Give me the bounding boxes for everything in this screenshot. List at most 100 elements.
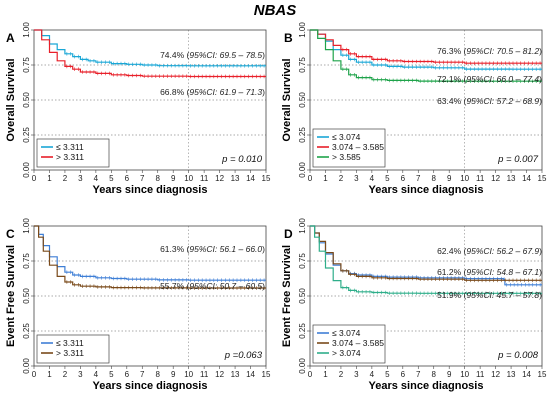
x-tick-label: 11 bbox=[200, 174, 209, 183]
x-tick-label: 9 bbox=[447, 174, 452, 183]
x-tick-label: 13 bbox=[507, 174, 516, 183]
y-tick-label: 1.00 bbox=[22, 22, 31, 38]
legend-entry: ≤ 3.311 bbox=[56, 142, 84, 152]
x-tick-label: 10 bbox=[184, 370, 193, 379]
x-tick-label: 14 bbox=[522, 370, 531, 379]
x-tick-label: 12 bbox=[491, 370, 500, 379]
y-tick-label: 0.75 bbox=[298, 57, 307, 73]
x-tick-label: 5 bbox=[109, 370, 114, 379]
x-tick-label: 4 bbox=[370, 174, 375, 183]
censor-marks-2 bbox=[342, 47, 541, 65]
x-tick-label: 2 bbox=[63, 174, 68, 183]
x-tick-label: 13 bbox=[231, 370, 240, 379]
x-tick-label: 3 bbox=[354, 174, 359, 183]
x-tick-label: 12 bbox=[215, 174, 224, 183]
x-tick-label: 8 bbox=[432, 174, 437, 183]
censor-marks-3 bbox=[342, 67, 541, 84]
survival-annotation: 66.8% (95%CI: 61.9 – 71.3) bbox=[160, 87, 265, 97]
x-tick-label: 15 bbox=[538, 174, 547, 183]
y-tick-label: 0.00 bbox=[298, 162, 307, 178]
x-tick-label: 4 bbox=[94, 174, 99, 183]
x-tick-label: 0 bbox=[308, 174, 313, 183]
survival-annotation: 76.3% (95%CI: 70.5 – 81.2) bbox=[437, 46, 542, 56]
panel-d: D0 1 2 3 4 5 6 7 8 9 10 11 12 13 14 150.000.250.500.751… bbox=[281, 218, 547, 392]
x-tick-label: 14 bbox=[246, 174, 255, 183]
survival-annotation: 61.3% (95%CI: 56.1 – 66.0) bbox=[160, 244, 265, 254]
y-tick-label: 0.75 bbox=[22, 253, 31, 269]
x-tick-label: 10 bbox=[460, 174, 469, 183]
legend-entry: > 3.311 bbox=[56, 348, 84, 358]
legend: ≤ 3.311> 3.311 bbox=[36, 138, 110, 168]
x-tick-label: 13 bbox=[231, 174, 240, 183]
x-tick-label: 7 bbox=[140, 370, 145, 379]
y-tick-label: 0.25 bbox=[298, 127, 307, 143]
x-axis-label: Years since diagnosis bbox=[369, 184, 484, 196]
figure-title: NBAS bbox=[254, 2, 297, 19]
x-tick-label: 7 bbox=[416, 174, 421, 183]
y-tick-label: 0.75 bbox=[298, 253, 307, 269]
survival-annotation: 74.4% (95%CI: 69.5 – 78.5) bbox=[160, 50, 265, 60]
legend-entry: > 3.585 bbox=[332, 152, 361, 162]
censor-marks-1 bbox=[342, 53, 541, 71]
legend-entry: > 3.311 bbox=[56, 152, 84, 162]
x-tick-label: 0 bbox=[32, 370, 37, 379]
censor-marks-2 bbox=[66, 64, 265, 79]
y-tick-label: 0.00 bbox=[298, 358, 307, 374]
x-axis-label: Years since diagnosis bbox=[93, 380, 208, 392]
x-tick-label: 5 bbox=[385, 370, 390, 379]
x-tick-label: 12 bbox=[215, 370, 224, 379]
x-tick-label: 6 bbox=[401, 174, 406, 183]
x-tick-label: 1 bbox=[47, 174, 52, 183]
x-tick-label: 6 bbox=[125, 370, 130, 379]
y-tick-label: 1.00 bbox=[22, 218, 31, 234]
series-line-2 bbox=[34, 29, 266, 78]
series-line-3 bbox=[310, 29, 542, 82]
panel-label: D bbox=[284, 227, 293, 241]
p-value: p = 0.007 bbox=[497, 154, 539, 165]
x-tick-label: 15 bbox=[262, 174, 271, 183]
x-tick-label: 1 bbox=[323, 174, 328, 183]
panel-label: B bbox=[284, 31, 293, 45]
x-tick-label: 15 bbox=[262, 370, 271, 379]
x-tick-label: 15 bbox=[538, 370, 547, 379]
survival-annotation: 63.4% (95%CI: 57.2 – 68.9) bbox=[437, 96, 542, 106]
x-tick-label: 4 bbox=[94, 370, 99, 379]
panel-label: C bbox=[6, 227, 15, 241]
legend: ≤ 3.311> 3.311 bbox=[36, 334, 110, 364]
censor-marks-1 bbox=[66, 270, 265, 282]
x-tick-label: 1 bbox=[323, 370, 328, 379]
y-tick-label: 0.25 bbox=[22, 127, 31, 143]
x-tick-label: 5 bbox=[109, 174, 114, 183]
y-axis-label: Overall Survival bbox=[5, 58, 17, 141]
x-axis-label: Years since diagnosis bbox=[369, 380, 484, 392]
x-tick-label: 0 bbox=[308, 370, 313, 379]
panel-c: C0 1 2 3 4 5 6 7 8 9 10 11 12 13 14 150.000.250.500.751… bbox=[5, 218, 271, 392]
y-tick-label: 0.50 bbox=[298, 92, 307, 108]
censor-marks-3 bbox=[342, 285, 541, 296]
panel-a: A0 1 2 3 4 5 6 7 8 9 10 11 12 13 14 150.000.250.500.751… bbox=[5, 22, 271, 196]
p-value: p = 0.008 bbox=[497, 350, 539, 361]
x-tick-label: 8 bbox=[156, 174, 161, 183]
p-value: p =0.063 bbox=[224, 350, 263, 361]
legend-entry: ≤ 3.311 bbox=[56, 338, 84, 348]
x-axis-label: Years since diagnosis bbox=[93, 184, 208, 196]
y-tick-label: 0.25 bbox=[22, 323, 31, 339]
y-tick-label: 1.00 bbox=[298, 218, 307, 234]
censor-marks-2 bbox=[66, 280, 265, 290]
x-tick-label: 9 bbox=[171, 370, 176, 379]
series-line-3 bbox=[310, 225, 542, 294]
legend-entry: ≤ 3.074 bbox=[332, 132, 361, 142]
x-tick-label: 14 bbox=[246, 370, 255, 379]
x-tick-label: 12 bbox=[491, 174, 500, 183]
x-tick-label: 8 bbox=[156, 370, 161, 379]
survival-annotation: 72.1% (95%CI: 66.0 – 77.4) bbox=[437, 74, 542, 84]
x-tick-label: 3 bbox=[78, 174, 83, 183]
series-line-1 bbox=[34, 29, 266, 67]
p-value: p = 0.010 bbox=[221, 154, 263, 165]
x-tick-label: 9 bbox=[171, 174, 176, 183]
x-tick-label: 6 bbox=[401, 370, 406, 379]
x-tick-label: 2 bbox=[63, 370, 68, 379]
y-tick-label: 0.25 bbox=[298, 323, 307, 339]
